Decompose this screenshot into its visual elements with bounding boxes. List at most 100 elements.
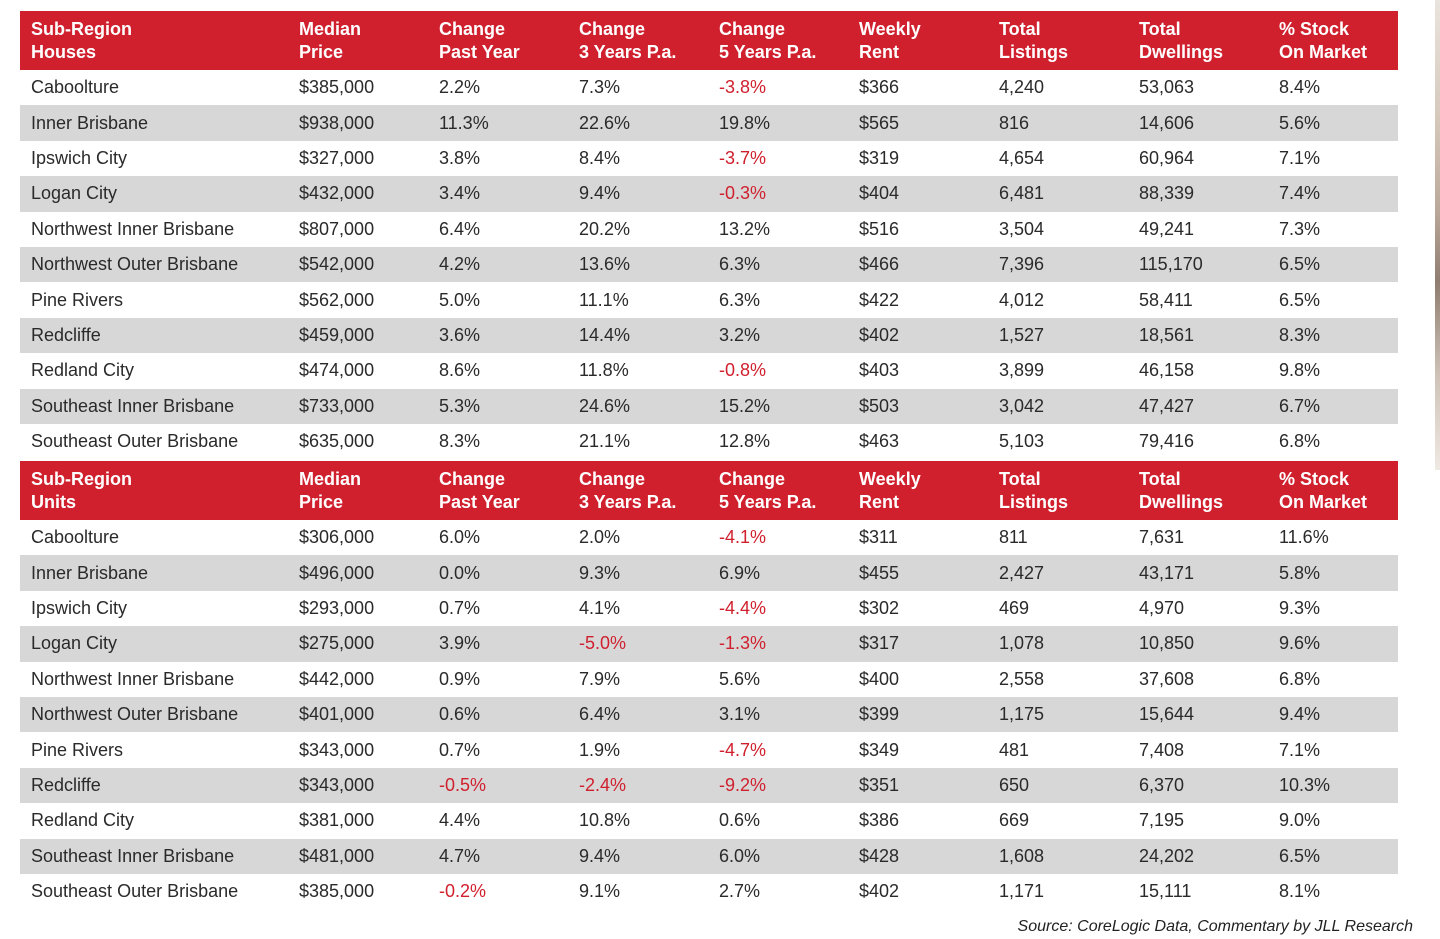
value-cell: 5.8% — [1279, 562, 1321, 583]
region-name-cell: Northwest Outer Brisbane — [31, 254, 239, 275]
value-cell: 3.2% — [719, 324, 761, 345]
value-cell: 6.4% — [439, 218, 481, 239]
column-header: Weekly Rent — [859, 468, 921, 512]
value-cell: 6.5% — [1279, 845, 1321, 866]
value-cell: 7.3% — [1279, 218, 1321, 239]
value-cell: $565 — [859, 112, 900, 133]
table-row: Redcliffe $459,000 3.6% 14.4% 3.2% $402 1,527 1… — [20, 317, 1398, 354]
value-cell: 9.4% — [579, 845, 621, 866]
value-cell: 6,481 — [999, 183, 1045, 204]
region-name-cell: Caboolture — [31, 527, 120, 548]
region-name-cell: Southeast Outer Brisbane — [31, 881, 239, 902]
table-row: Southeast Outer Brisbane $385,000 -0.2% 9.1… — [20, 874, 1398, 909]
column-header: Total Listings — [999, 468, 1069, 512]
value-cell: $807,000 — [299, 218, 375, 239]
region-name-cell: Ipswich City — [31, 147, 128, 168]
houses-table: Sub-Region Houses Median Price Change Past… — [20, 11, 1398, 459]
region-name-cell: Northwest Inner Brisbane — [31, 668, 235, 689]
value-cell: 6.3% — [719, 289, 761, 310]
table-row: Logan City $275,000 3.9% -5.0% -1.3% $317 1,07… — [20, 626, 1398, 662]
value-cell: 6.5% — [1279, 289, 1321, 310]
value-cell: 650 — [999, 774, 1030, 795]
region-name-cell: Logan City — [31, 633, 118, 654]
value-cell: 9.0% — [1279, 810, 1321, 831]
value-cell: 10,850 — [1139, 633, 1195, 654]
region-name-cell: Southeast Inner Brisbane — [31, 395, 235, 416]
value-cell: 0.6% — [439, 704, 481, 725]
value-cell: 7.9% — [579, 668, 621, 689]
value-cell: $474,000 — [299, 360, 375, 381]
value-cell: $402 — [859, 881, 900, 902]
value-cell: 5.0% — [439, 289, 481, 310]
value-cell: 4.2% — [439, 254, 481, 275]
value-cell: $938,000 — [299, 112, 375, 133]
value-cell: $306,000 — [299, 527, 375, 548]
region-name-cell: Redland City — [31, 360, 135, 381]
value-cell: 22.6% — [579, 112, 631, 133]
table-row: Northwest Outer Brisbane $401,000 0.6% 6.4%… — [20, 696, 1398, 733]
value-cell: $386 — [859, 810, 900, 831]
region-name-cell: Inner Brisbane — [31, 562, 149, 583]
value-cell: 4.7% — [439, 845, 481, 866]
value-cell: 811 — [999, 527, 1028, 548]
value-cell: 6.8% — [1279, 431, 1321, 452]
value-cell: 8.3% — [1279, 324, 1321, 345]
value-cell: $403 — [859, 360, 900, 381]
value-cell: 481 — [999, 739, 1030, 760]
value-cell: -0.5% — [439, 774, 487, 795]
value-cell: 2,427 — [999, 562, 1045, 583]
region-name-cell: Inner Brisbane — [31, 112, 149, 133]
value-cell: 49,241 — [1139, 218, 1195, 239]
value-cell: 0.7% — [439, 739, 481, 760]
value-cell: 20.2% — [579, 218, 631, 239]
column-header: Change Past Year — [439, 468, 520, 512]
value-cell: -4.7% — [719, 739, 767, 760]
value-cell: 6.9% — [719, 562, 761, 583]
value-cell: 4,970 — [1139, 597, 1185, 618]
value-cell: 4.4% — [439, 810, 481, 831]
value-cell: 1,175 — [999, 704, 1045, 725]
value-cell: $381,000 — [299, 810, 375, 831]
value-cell: $562,000 — [299, 289, 375, 310]
value-cell: 9.6% — [1279, 633, 1321, 654]
value-cell: 12.8% — [719, 431, 771, 452]
value-cell: 669 — [999, 810, 1030, 831]
value-cell: 47,427 — [1139, 395, 1195, 416]
value-cell: 60,964 — [1139, 147, 1195, 168]
table-row: Pine Rivers $562,000 5.0% 11.1% 6.3% $422 4,01… — [20, 282, 1398, 317]
column-header: Total Listings — [999, 18, 1069, 62]
table-row: Northwest Inner Brisbane $442,000 0.9% 7.9%… — [20, 662, 1398, 697]
value-cell: 6,370 — [1139, 774, 1185, 795]
value-cell: 3,504 — [999, 218, 1045, 239]
value-cell: 115,170 — [1139, 254, 1203, 275]
value-cell: 6.4% — [579, 704, 621, 725]
value-cell: 8.4% — [1279, 77, 1321, 98]
region-name-cell: Redcliffe — [31, 774, 101, 795]
value-cell: 24.6% — [579, 395, 631, 416]
value-cell: $349 — [859, 739, 900, 760]
value-cell: $311 — [859, 527, 898, 548]
column-header: Sub-Region Units — [31, 468, 132, 512]
value-cell: $399 — [859, 704, 900, 725]
value-cell: 88,339 — [1139, 183, 1195, 204]
value-cell: $516 — [859, 218, 900, 239]
region-name-cell: Southeast Outer Brisbane — [31, 431, 239, 452]
value-cell: 9.3% — [579, 562, 621, 583]
region-name-cell: Redcliffe — [31, 324, 101, 345]
value-cell: 3,899 — [999, 360, 1045, 381]
value-cell: 10.8% — [579, 810, 631, 831]
value-cell: 8.4% — [579, 147, 621, 168]
value-cell: 15.2% — [719, 395, 771, 416]
value-cell: 9.4% — [579, 183, 621, 204]
table-row: Inner Brisbane $496,000 0.0% 9.3% 6.9% $455 2,… — [20, 555, 1398, 591]
value-cell: $343,000 — [299, 739, 375, 760]
value-cell: 19.8% — [719, 112, 771, 133]
value-cell: -3.8% — [719, 77, 767, 98]
value-cell: $422 — [859, 289, 900, 310]
value-cell: 10.3% — [1279, 774, 1331, 795]
table-row: Redland City $381,000 4.4% 10.8% 0.6% $386 669… — [20, 803, 1398, 838]
table-header-row: Sub-Region Units Median Price Change Past … — [20, 461, 1398, 520]
value-cell: $466 — [859, 254, 900, 275]
value-cell: 0.6% — [719, 810, 761, 831]
table-row: Northwest Inner Brisbane $807,000 6.4% 20.2… — [20, 212, 1398, 247]
